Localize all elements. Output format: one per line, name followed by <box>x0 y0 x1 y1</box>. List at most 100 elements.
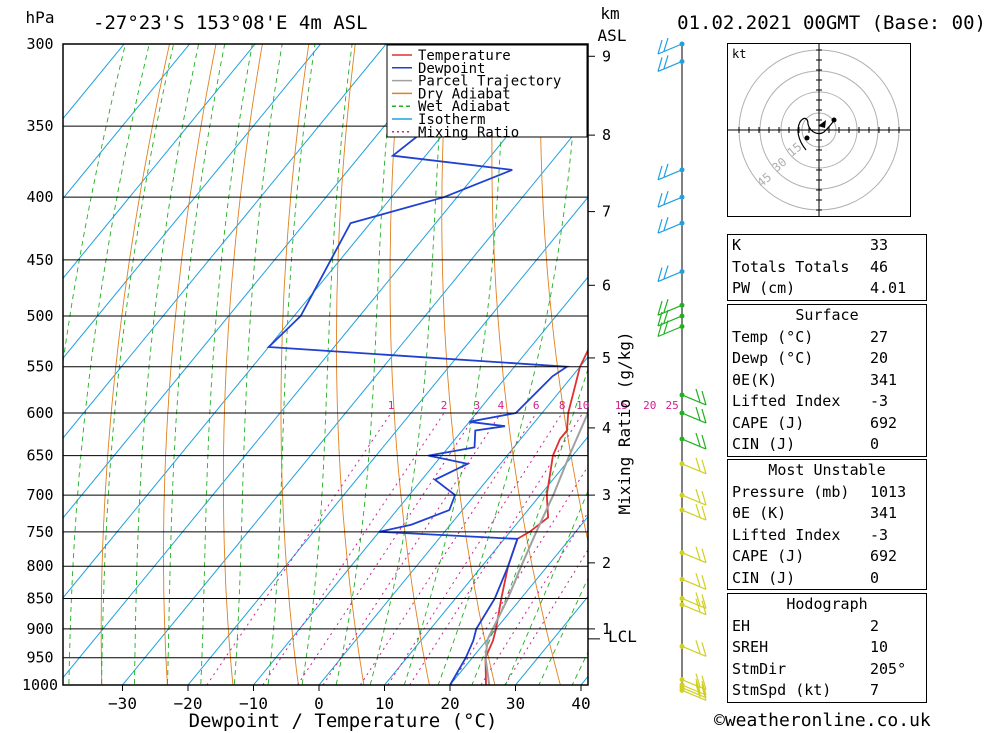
wind-barb-flag <box>695 573 701 587</box>
wind-barb <box>681 552 707 564</box>
pressure-tick-label: 800 <box>26 557 53 575</box>
mixing-ratio-line <box>262 412 445 685</box>
wind-barb-flag <box>695 678 701 693</box>
wind-barb <box>657 222 683 234</box>
stat-label: CIN (J) <box>732 435 796 453</box>
wind-barb-flag <box>657 267 663 282</box>
wind-barb-flag <box>695 598 701 612</box>
wind-barb-flag <box>701 600 707 615</box>
wind-barb-flag <box>663 216 669 231</box>
height-tick-label: 4 <box>602 419 611 437</box>
pressure-tick-label: 550 <box>26 358 53 376</box>
dry-adiabat-line <box>336 44 365 685</box>
wind-barb-flag <box>701 575 707 590</box>
stat-value: 10 <box>870 638 889 656</box>
wind-barb <box>681 412 707 424</box>
wind-barb-flag <box>695 503 701 518</box>
stat-value: 341 <box>870 370 898 389</box>
wind-barb-flag <box>701 594 707 609</box>
temperature-tick-label: 20 <box>440 694 459 713</box>
wet-adiabat-line <box>335 44 396 685</box>
stat-label: Pressure (mb) <box>732 482 850 501</box>
stat-value: 2 <box>870 616 880 635</box>
wind-barb <box>681 438 707 450</box>
wind-barb-flag <box>695 432 701 447</box>
wind-barb-flag <box>701 390 707 406</box>
temperature-tick-label: 10 <box>375 694 394 713</box>
dry-adiabat-line <box>163 44 217 685</box>
legend-entry: Wet Adiabat <box>418 99 511 115</box>
hodograph-ring-label: 45 <box>754 170 774 190</box>
wind-barb-flag <box>663 190 669 205</box>
isotherm-line <box>63 44 191 200</box>
height-tick-label: 1 <box>602 620 611 638</box>
isotherm-line <box>252 276 588 685</box>
wind-barb <box>681 463 707 475</box>
stat-label: Lifted Index <box>732 392 841 410</box>
wind-barb-flag <box>663 265 669 279</box>
stat-row: θE(K) 341 <box>728 370 926 392</box>
stat-value: 33 <box>870 236 889 254</box>
wind-barb <box>657 196 683 208</box>
location-title: -27°23'S 153°08'E 4m ASL <box>93 12 368 34</box>
wet-adiabat-line <box>403 44 508 685</box>
wind-barb <box>681 494 707 506</box>
legend-entry: Isotherm <box>418 112 485 128</box>
pressure-tick-label: 400 <box>26 188 53 206</box>
wind-barb <box>657 325 683 338</box>
wind-barb-flag <box>701 675 707 690</box>
pressure-tick-label: 600 <box>26 404 53 422</box>
legend-entry: Temperature <box>418 48 511 64</box>
height-tick-label: 2 <box>602 554 611 572</box>
wind-barb-flag <box>695 457 701 471</box>
wind-barb <box>681 597 707 610</box>
wind-barb <box>657 43 683 55</box>
mixing-ratio-label: 3 <box>474 399 481 412</box>
wind-barb-flag <box>663 320 669 334</box>
wind-barb-flag <box>701 683 707 698</box>
wind-barb-flag <box>701 408 707 424</box>
wind-barb-flag <box>663 37 669 52</box>
wind-barb-flag <box>701 686 707 701</box>
stat-value: -3 <box>870 392 889 410</box>
stat-row: Temp (°C) 27 <box>728 327 926 349</box>
hodograph-trace <box>797 117 835 151</box>
wind-barb-flag <box>663 55 669 69</box>
stat-label: PW (cm) <box>732 279 796 297</box>
pressure-tick-label: 1000 <box>22 676 58 694</box>
hodograph-stats-panel: Hodograph EH 2 SREH 10 StmDir 205° StmSpd (kt)… <box>727 593 927 703</box>
wind-barb-flag <box>701 548 707 563</box>
stat-row: K 33 <box>728 235 926 257</box>
wind-barb <box>681 394 707 406</box>
mixing-ratio-labels: 1 2 3 4 6 8 10 15 20 25 <box>388 399 679 412</box>
footer-copyright[interactable]: ©weatheronline.co.uk <box>714 710 931 731</box>
wet-adiabat-line <box>471 367 588 685</box>
stat-label: CIN (J) <box>732 568 796 587</box>
dry-adiabat-line <box>539 44 588 544</box>
wind-profile <box>657 37 707 701</box>
stat-label: θE(K) <box>732 370 778 389</box>
plot-frame <box>62 43 589 686</box>
height-tick-label: 3 <box>602 486 611 504</box>
temperature-tick-label: 40 <box>571 694 590 713</box>
mixing-ratio-line <box>387 412 563 685</box>
mixing-ratio-label: 2 <box>441 399 448 412</box>
height-axis: 1 2 3 4 5 6 7 8 9 <box>588 47 611 640</box>
height-tick-label: 7 <box>602 203 611 221</box>
hodograph-unit: kt <box>732 47 746 61</box>
datetime-title: 01.02.2021 00GMT (Base: 00) <box>677 12 986 34</box>
wet-adiabat-line <box>63 44 126 365</box>
mixing-ratio-axis-label: Mixing Ratio (g/kg) <box>615 331 634 514</box>
pressure-tick-label: 650 <box>26 447 53 465</box>
wind-barb <box>657 271 683 283</box>
height-tick-label: 9 <box>602 47 611 65</box>
stat-row: StmDir 205° <box>728 659 926 681</box>
legend-entry: Dewpoint <box>418 61 485 77</box>
indices-panel: K 33 Totals Totals 46 PW (cm) 4.01 <box>727 234 927 301</box>
wind-barb-flag <box>695 592 701 606</box>
wind-barb <box>657 169 683 181</box>
height-tick-label: 5 <box>602 349 611 367</box>
height-unit-km: km <box>600 4 619 23</box>
